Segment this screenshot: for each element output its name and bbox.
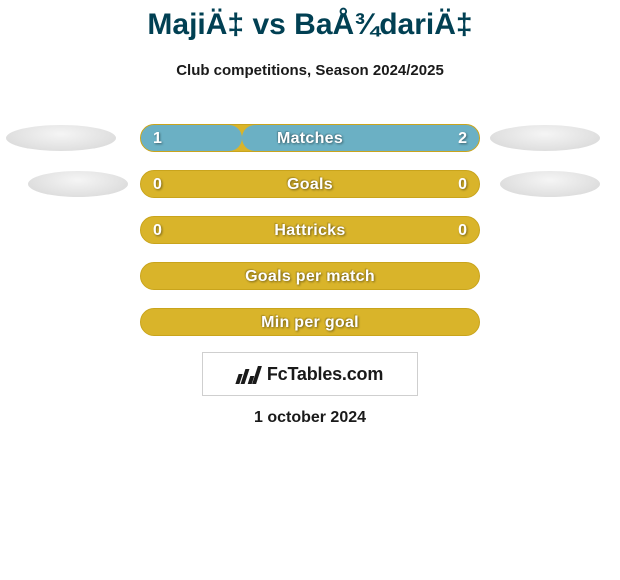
logo-bars-icon <box>237 364 263 384</box>
date-label: 1 october 2024 <box>0 409 620 427</box>
stat-label: Min per goal <box>141 309 479 335</box>
stat-value-left: 1 <box>153 125 162 151</box>
player-right-badge <box>500 171 600 197</box>
stat-label: Goals per match <box>141 263 479 289</box>
stat-label: Hattricks <box>141 217 479 243</box>
player-left-badge <box>28 171 128 197</box>
stat-row: Matches1 2 <box>140 124 480 152</box>
stat-value-right: 0 <box>458 171 467 197</box>
stat-row: Min per goal <box>140 308 480 336</box>
player-right-badge <box>490 125 600 151</box>
subtitle: Club competitions, Season 2024/2025 <box>0 62 620 79</box>
source-logo[interactable]: FcTables.com <box>202 352 418 396</box>
stat-value-left: 0 <box>153 217 162 243</box>
page-title: MajiÄ‡ vs BaÅ¾dariÄ‡ <box>0 8 620 42</box>
stat-value-right: 0 <box>458 217 467 243</box>
stat-value-right: 2 <box>458 125 467 151</box>
stat-label: Goals <box>141 171 479 197</box>
player-left-badge <box>6 125 116 151</box>
stat-row: Goals per match <box>140 262 480 290</box>
stat-row: Goals0 0 <box>140 170 480 198</box>
comparison-widget: MajiÄ‡ vs BaÅ¾dariÄ‡ Club competitions, … <box>0 0 620 580</box>
stat-label: Matches <box>141 125 479 151</box>
stat-value-left: 0 <box>153 171 162 197</box>
stat-row: Hattricks0 0 <box>140 216 480 244</box>
logo-text: FcTables.com <box>267 364 383 385</box>
